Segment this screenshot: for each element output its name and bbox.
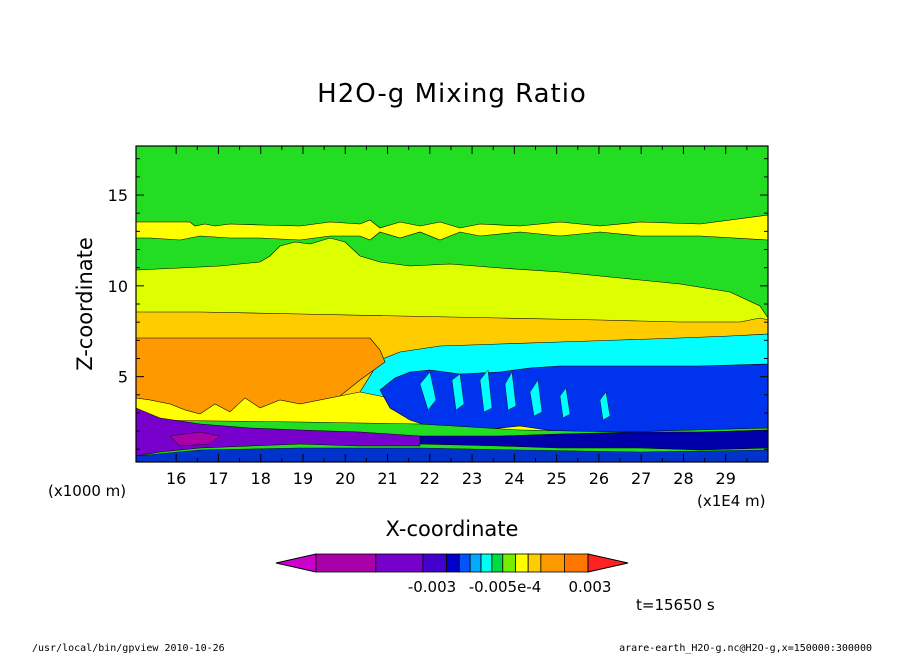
colorbar-swatch-12 xyxy=(564,553,589,573)
time-label: t=15650 s xyxy=(636,596,715,614)
colorbar-extend-high xyxy=(587,553,629,573)
cyan-streaks xyxy=(419,369,611,421)
x-tick-label-29: 29 xyxy=(716,469,736,488)
colorbar-swatch-2 xyxy=(422,553,447,573)
x-tick-label-18: 18 xyxy=(251,469,271,488)
x-tick-label-19: 19 xyxy=(293,469,313,488)
y-tick-label-5: 5 xyxy=(118,368,128,387)
chart-title: H2O-g Mixing Ratio xyxy=(317,79,587,109)
x-tick-label-22: 22 xyxy=(420,469,440,488)
colorbar-swatch-9 xyxy=(515,553,529,573)
contour-plot xyxy=(136,146,768,462)
colorbar-label-high: 0.003 xyxy=(569,578,612,596)
colorbar-swatch-4 xyxy=(458,553,471,573)
x-tick-label-25: 25 xyxy=(546,469,566,488)
x-tick-label-16: 16 xyxy=(166,469,186,488)
colorbar-swatch-1 xyxy=(375,553,424,573)
colorbar-swatch-5 xyxy=(469,553,482,573)
x-tick-label-17: 17 xyxy=(208,469,228,488)
x-tick-label-28: 28 xyxy=(673,469,693,488)
colorbar-label-mid: -0.005e-4 xyxy=(469,578,542,596)
colorbar-extend-low xyxy=(275,553,317,573)
colorbar-swatch-3 xyxy=(446,553,460,573)
x-tick-label-23: 23 xyxy=(462,469,482,488)
colorbar-swatch-6 xyxy=(480,553,493,573)
x-axis-title: X-coordinate xyxy=(386,517,519,541)
colorbar-swatch-7 xyxy=(491,553,504,573)
x-tick-label-27: 27 xyxy=(631,469,651,488)
x-unit-right: (x1E4 m) xyxy=(697,492,766,510)
band-dark-blue xyxy=(419,429,768,451)
footer-right: arare-earth_H2O-g.nc@H2O-g,x=150000:3000… xyxy=(619,643,872,654)
x-tick-label-24: 24 xyxy=(504,469,524,488)
y-tick-label-15: 15 xyxy=(108,186,128,205)
x-axis-ticks: 16 17 18 19 20 21 22 23 24 25 26 27 28 29 xyxy=(166,146,748,488)
band-upper-yellow xyxy=(136,214,768,241)
footer-left: /usr/local/bin/gpview 2010-10-26 xyxy=(32,643,225,654)
y-axis-title: Z-coordinate xyxy=(73,237,97,371)
y-axis-ticks: 5 10 15 xyxy=(108,158,768,450)
band-magenta-core xyxy=(169,431,221,447)
colorbar-swatch-0 xyxy=(315,553,377,573)
band-bottom-blue xyxy=(136,447,768,462)
colorbar-swatch-10 xyxy=(527,553,542,573)
x-tick-label-20: 20 xyxy=(335,469,355,488)
colorbar-swatch-8 xyxy=(502,553,516,573)
colorbar-swatch-11 xyxy=(540,553,565,573)
x-unit-left: (x1000 m) xyxy=(48,482,126,500)
colorbar-label-low: -0.003 xyxy=(408,578,456,596)
x-tick-label-21: 21 xyxy=(377,469,397,488)
y-tick-label-10: 10 xyxy=(108,277,128,296)
colorbar xyxy=(275,553,629,573)
x-tick-label-26: 26 xyxy=(589,469,609,488)
